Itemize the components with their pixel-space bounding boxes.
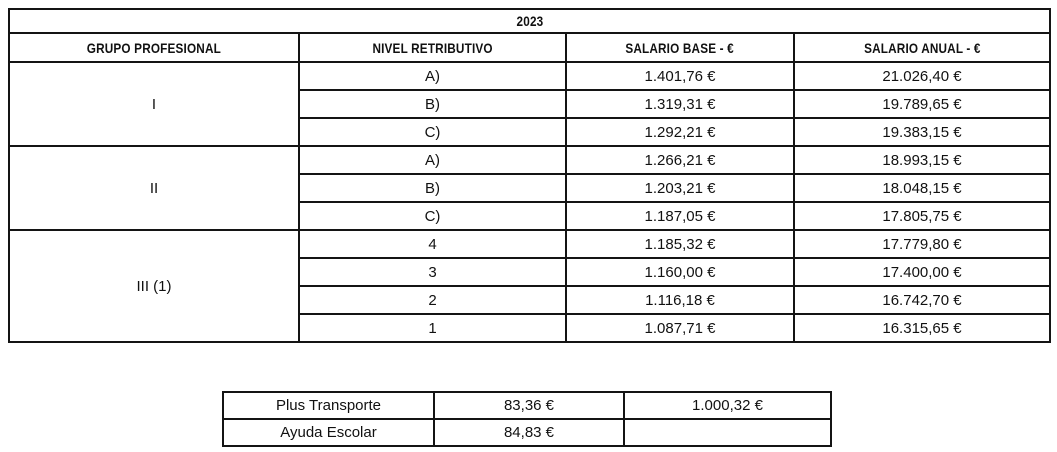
- salario-anual-cell: 18.048,15 €: [792, 173, 1052, 203]
- table-row: Ayuda Escolar 84,83 €: [222, 418, 832, 447]
- extras-label-cell: Ayuda Escolar: [222, 418, 435, 447]
- salario-anual-cell: 17.779,80 €: [792, 229, 1052, 259]
- salario-base-cell: 1.160,00 €: [565, 257, 795, 287]
- nivel-cell: 4: [298, 229, 567, 259]
- salario-anual-cell: 16.742,70 €: [792, 285, 1052, 315]
- table-row: II A) 1.266,21 € 18.993,15 €: [8, 145, 1052, 231]
- salario-base-cell: 1.116,18 €: [565, 285, 795, 315]
- extras-monthly-cell: 84,83 €: [433, 418, 625, 447]
- salario-anual-cell: 16.315,65 €: [792, 313, 1052, 343]
- extras-annual-cell: 1.000,32 €: [623, 391, 832, 420]
- salario-base-cell: 1.187,05 €: [565, 201, 795, 231]
- extras-label-cell: Plus Transporte: [222, 391, 435, 420]
- salary-table-2023: 2023 GRUPO PROFESIONAL NIVEL RETRIBUTIVO…: [7, 8, 1052, 343]
- salario-anual-cell: 21.026,40 €: [792, 61, 1052, 91]
- salario-anual-cell: 19.789,65 €: [792, 89, 1052, 119]
- salario-base-cell: 1.319,31 €: [565, 89, 795, 119]
- table-row: 3 1.160,00 € 17.400,00 €: [9, 257, 1052, 287]
- table-row: C) 1.292,21 € 19.383,15 €: [9, 117, 1052, 147]
- salario-base-cell: 1.401,76 €: [565, 61, 795, 91]
- salario-anual-cell: 18.993,15 €: [792, 145, 1052, 175]
- group-cell: II: [8, 145, 300, 231]
- table-header-row: GRUPO PROFESIONAL NIVEL RETRIBUTIVO SALA…: [8, 32, 1052, 63]
- table-row: 1 1.087,71 € 16.315,65 €: [9, 313, 1052, 343]
- table-row: B) 1.319,31 € 19.789,65 €: [9, 89, 1052, 119]
- nivel-cell: A): [298, 145, 567, 175]
- salario-base-cell: 1.203,21 €: [565, 173, 795, 203]
- table-row: 2 1.116,18 € 16.742,70 €: [9, 285, 1052, 315]
- salario-base-cell: 1.185,32 €: [565, 229, 795, 259]
- nivel-cell: 1: [298, 313, 567, 343]
- column-header-salario-base: SALARIO BASE - €: [565, 32, 795, 63]
- extras-annual-cell: [623, 418, 832, 447]
- group-cell: I: [8, 61, 300, 147]
- table-row: B) 1.203,21 € 18.048,15 €: [9, 173, 1052, 203]
- column-header-salario-anual: SALARIO ANUAL - €: [792, 32, 1052, 63]
- nivel-cell: B): [298, 89, 567, 119]
- salario-anual-cell: 19.383,15 €: [792, 117, 1052, 147]
- extras-table: Plus Transporte 83,36 € 1.000,32 € Ayuda…: [222, 391, 832, 447]
- nivel-cell: 3: [298, 257, 567, 287]
- column-header-grupo: GRUPO PROFESIONAL: [8, 32, 300, 63]
- salario-base-cell: 1.292,21 €: [565, 117, 795, 147]
- table-row: 2023: [7, 8, 1052, 34]
- group-cell: III (1): [8, 229, 300, 343]
- extras-monthly-cell: 83,36 €: [433, 391, 625, 420]
- table-row: Plus Transporte 83,36 € 1.000,32 €: [222, 391, 832, 420]
- salario-anual-cell: 17.805,75 €: [792, 201, 1052, 231]
- salario-anual-cell: 17.400,00 €: [792, 257, 1052, 287]
- year-title: 2023: [7, 8, 1052, 34]
- nivel-cell: A): [298, 61, 567, 91]
- table-row: I A) 1.401,76 € 21.026,40 €: [8, 61, 1052, 147]
- nivel-cell: C): [298, 117, 567, 147]
- table-row: III (1) 4 1.185,32 € 17.779,80 €: [8, 229, 1052, 343]
- nivel-cell: 2: [298, 285, 567, 315]
- year-title-text: 2023: [516, 13, 543, 29]
- salario-base-cell: 1.087,71 €: [565, 313, 795, 343]
- table-row: C) 1.187,05 € 17.805,75 €: [9, 201, 1052, 231]
- nivel-cell: B): [298, 173, 567, 203]
- column-header-nivel: NIVEL RETRIBUTIVO: [298, 32, 567, 63]
- salario-base-cell: 1.266,21 €: [565, 145, 795, 175]
- nivel-cell: C): [298, 201, 567, 231]
